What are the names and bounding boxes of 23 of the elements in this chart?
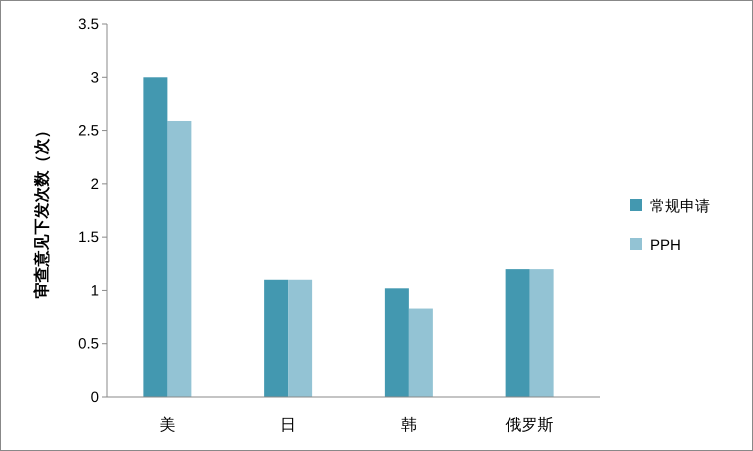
x-tick-label: 日 (280, 417, 296, 434)
bar (167, 120, 192, 397)
bar (384, 288, 409, 397)
y-axis-title: 审查意见下发次数（次） (32, 122, 51, 298)
y-tick-label: 1 (90, 282, 99, 300)
x-tick-label: 俄罗斯 (506, 416, 554, 434)
legend-label: PPH (650, 237, 681, 254)
bar (288, 280, 312, 397)
bar (264, 280, 288, 397)
x-tick-label: 韩 (400, 416, 417, 434)
bar (530, 269, 554, 397)
legend-label: 常规申请 (650, 198, 710, 215)
y-tick-label: 2.5 (78, 122, 99, 140)
y-tick-label: 2 (90, 176, 99, 193)
y-tick-label: 3.5 (78, 16, 99, 33)
y-tick-label: 0.5 (78, 336, 99, 353)
y-tick-label: 0 (90, 389, 99, 406)
y-tick-label: 3 (90, 69, 99, 86)
bar (408, 308, 433, 397)
bar (506, 269, 530, 397)
bar (143, 77, 168, 397)
x-tick-label: 美 (159, 416, 176, 434)
y-tick-label: 1.5 (78, 229, 99, 246)
